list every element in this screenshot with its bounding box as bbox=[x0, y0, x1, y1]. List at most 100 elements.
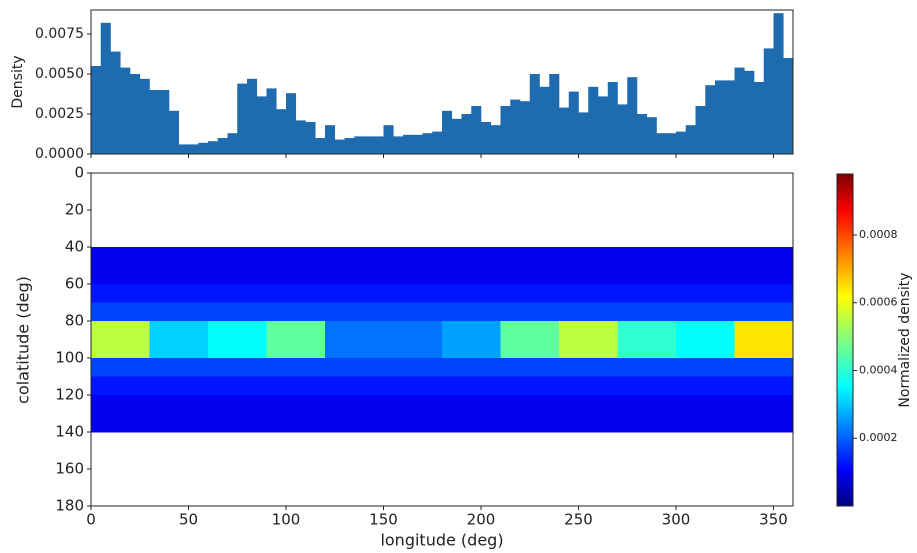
colorbar-tick-label: 0.0008 bbox=[859, 228, 898, 241]
heatmap-cell bbox=[149, 247, 209, 266]
heatmap-cell bbox=[500, 321, 560, 340]
heatmap-cell bbox=[266, 413, 326, 433]
bar bbox=[451, 118, 462, 154]
y-axis-title: Density bbox=[10, 55, 26, 108]
y-tick-label: 60 bbox=[65, 275, 84, 293]
bar bbox=[588, 86, 599, 154]
heatmap-cell bbox=[325, 413, 384, 433]
heatmap-cell bbox=[676, 302, 735, 322]
heatmap-cell bbox=[383, 247, 443, 266]
heatmap-cell bbox=[676, 284, 735, 303]
heatmap-cell bbox=[617, 413, 677, 433]
heatmap-cell bbox=[266, 358, 326, 377]
bar bbox=[471, 106, 482, 154]
heatmap-cell bbox=[91, 358, 150, 377]
bar bbox=[178, 144, 189, 154]
heatmap-cell bbox=[266, 395, 326, 414]
heatmap-cell bbox=[442, 284, 501, 303]
heatmap-cell bbox=[500, 339, 560, 359]
heatmap-cell bbox=[559, 321, 618, 340]
bar bbox=[393, 136, 404, 154]
y-tick-label: 0.0050 bbox=[35, 66, 84, 82]
bar bbox=[724, 80, 735, 154]
heatmap-cell bbox=[617, 265, 677, 285]
heatmap-cell bbox=[149, 339, 209, 359]
heatmap-cell bbox=[442, 302, 501, 322]
bar bbox=[130, 74, 141, 154]
heatmap-cell bbox=[149, 265, 209, 285]
heatmap-cell bbox=[208, 395, 267, 414]
y-tick-label: 100 bbox=[55, 349, 84, 367]
bar bbox=[763, 48, 774, 154]
heatmap-cell bbox=[208, 339, 267, 359]
bar bbox=[100, 22, 111, 154]
heatmap-cell bbox=[734, 302, 794, 322]
heatmap-cell bbox=[383, 302, 443, 322]
heatmap-cell bbox=[442, 413, 501, 433]
heatmap-cell bbox=[91, 395, 150, 414]
heatmap-cell bbox=[208, 284, 267, 303]
x-tick-label: 50 bbox=[179, 511, 198, 529]
bar bbox=[149, 90, 160, 154]
heatmap-cell bbox=[500, 376, 560, 396]
x-tick-label: 150 bbox=[369, 511, 398, 529]
heatmap-cell bbox=[734, 247, 794, 266]
heatmap-cell bbox=[559, 376, 618, 396]
bar bbox=[110, 51, 121, 154]
bar bbox=[412, 134, 423, 154]
heatmap-cell bbox=[149, 376, 209, 396]
heatmap-cell bbox=[266, 376, 326, 396]
bar bbox=[500, 106, 511, 154]
heatmap-cell bbox=[442, 265, 501, 285]
bar bbox=[461, 114, 472, 154]
heatmap-cell bbox=[383, 265, 443, 285]
heatmap-cell bbox=[91, 284, 150, 303]
heatmap-cell bbox=[617, 339, 677, 359]
heatmap-cell bbox=[500, 358, 560, 377]
heatmap-cell bbox=[383, 358, 443, 377]
heatmap-cell bbox=[266, 284, 326, 303]
axes-frame bbox=[90, 9, 794, 155]
heatmap-cell bbox=[559, 284, 618, 303]
heatmap-cell bbox=[500, 413, 560, 433]
y-tick-label: 140 bbox=[55, 423, 84, 441]
heatmap-cell bbox=[734, 265, 794, 285]
bar bbox=[198, 142, 209, 154]
bar bbox=[568, 91, 579, 154]
bar bbox=[432, 131, 443, 154]
heatmap-cell bbox=[325, 321, 384, 340]
heatmap-cell bbox=[208, 413, 267, 433]
bar bbox=[656, 133, 667, 154]
heatmap-cell bbox=[559, 413, 618, 433]
bar bbox=[627, 77, 638, 154]
x-tick-label: 100 bbox=[272, 511, 301, 529]
heatmap-cell bbox=[208, 265, 267, 285]
heatmap-cell bbox=[734, 376, 794, 396]
heatmap-cell bbox=[617, 358, 677, 377]
bar bbox=[295, 120, 306, 154]
heatmap-cell bbox=[676, 265, 735, 285]
heatmap-cell bbox=[325, 247, 384, 266]
heatmap-cell bbox=[617, 284, 677, 303]
heatmap-cell bbox=[149, 395, 209, 414]
heatmap-cell bbox=[559, 395, 618, 414]
heatmap-cell bbox=[91, 376, 150, 396]
bar bbox=[481, 122, 492, 154]
heatmap-cell bbox=[442, 358, 501, 377]
heatmap-cell bbox=[559, 265, 618, 285]
colorbar bbox=[836, 173, 854, 507]
y-axis-title: colatitude (deg) bbox=[14, 276, 33, 404]
heatmap-cell bbox=[149, 321, 209, 340]
y-tick-label: 120 bbox=[55, 386, 84, 404]
bar bbox=[666, 133, 677, 154]
bar bbox=[91, 66, 102, 154]
bar bbox=[354, 136, 365, 154]
heatmap-cell bbox=[91, 265, 150, 285]
bar bbox=[227, 133, 238, 154]
heatmap-cell bbox=[617, 302, 677, 322]
bar bbox=[325, 125, 336, 154]
bar bbox=[169, 110, 180, 154]
bar bbox=[607, 82, 618, 154]
heatmap-cell bbox=[91, 413, 150, 433]
x-tick-label: 0 bbox=[86, 511, 96, 529]
